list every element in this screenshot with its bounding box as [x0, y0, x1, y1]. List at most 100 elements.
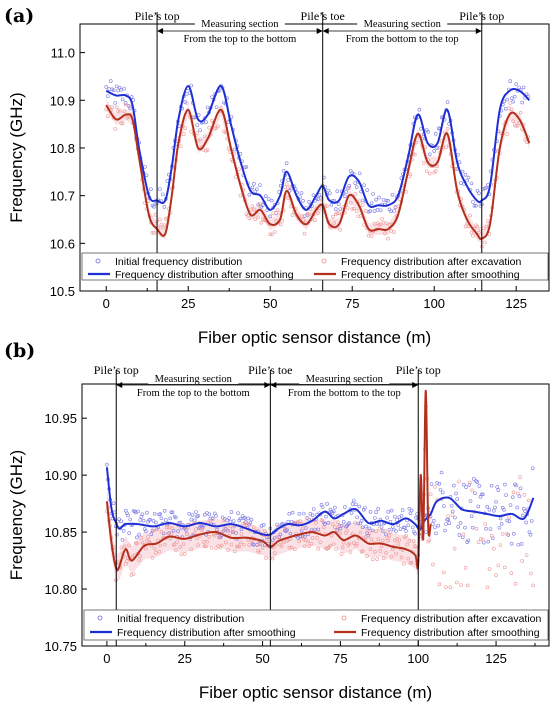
section-title-bg: [299, 372, 390, 384]
initial-point: [410, 525, 415, 530]
excavation-point: [226, 548, 230, 552]
initial-point: [463, 525, 467, 530]
initial-point: [495, 485, 499, 489]
initial-point: [362, 183, 366, 187]
excavation-point: [370, 557, 375, 562]
excavation-point: [274, 219, 278, 223]
excavation-point: [337, 524, 342, 529]
section-title: Measuring section: [306, 374, 384, 385]
initial-point: [194, 510, 198, 514]
initial-point: [297, 512, 302, 516]
excavation-point: [350, 207, 355, 211]
initial-point: [519, 542, 524, 546]
excavation-point: [513, 581, 518, 586]
initial-point: [433, 525, 437, 530]
initial-point: [426, 130, 431, 134]
initial-point: [104, 85, 109, 89]
initial-point: [458, 521, 463, 525]
excavation-smoothed-line: [105, 389, 432, 572]
excavation-point: [368, 547, 373, 552]
excavation-point: [114, 105, 119, 110]
excavation-point: [471, 233, 475, 238]
initial-point: [516, 542, 521, 547]
excavation-point: [216, 124, 220, 129]
initial-point: [351, 498, 356, 503]
initial-point: [386, 199, 390, 203]
initial-point: [477, 484, 482, 488]
initial-point: [505, 97, 510, 102]
excavation-point: [459, 583, 464, 587]
excavation-point: [201, 540, 206, 544]
excavation-point: [356, 214, 360, 219]
excavation-point: [494, 573, 498, 577]
y-tick-label: 10.7: [50, 189, 75, 204]
legend-marker: [95, 258, 101, 264]
initial-point: [145, 510, 149, 515]
initial-point: [129, 95, 134, 99]
excavation-point: [278, 222, 283, 227]
initial-point: [324, 514, 328, 519]
excavation-point: [411, 539, 416, 543]
initial-point: [128, 106, 132, 111]
excavation-point: [387, 533, 392, 538]
excavation-point: [479, 537, 483, 541]
excavation-point: [158, 543, 163, 548]
initial-point: [288, 531, 293, 536]
initial-point: [378, 208, 383, 213]
excavation-point: [198, 137, 202, 142]
initial-point: [433, 131, 438, 136]
excavation-point: [301, 218, 305, 223]
arrow-head: [475, 28, 482, 34]
excavation-point: [245, 523, 249, 527]
excavation-point: [405, 542, 409, 547]
excavation-point: [166, 531, 170, 536]
excavation-point: [353, 520, 357, 525]
initial-point: [290, 510, 295, 515]
initial-point: [359, 519, 364, 523]
excavation-point: [205, 148, 210, 152]
initial-point: [360, 198, 365, 203]
section-title-bg: [357, 17, 448, 29]
excavation-point: [328, 543, 333, 548]
initial-point: [377, 521, 382, 526]
excavation-point: [120, 121, 125, 126]
excavation-point: [117, 108, 122, 113]
initial-point: [149, 187, 153, 192]
excavation-point: [250, 204, 255, 209]
initial-point: [369, 201, 374, 206]
initial-point: [195, 123, 199, 127]
excavation-point: [209, 545, 214, 550]
excavation-point: [353, 192, 357, 196]
excavation-point: [205, 539, 209, 544]
excavation-point: [433, 169, 438, 173]
initial-point: [523, 509, 527, 513]
excavation-point: [170, 526, 175, 531]
initial-point: [504, 493, 508, 497]
excavation-point: [200, 526, 205, 531]
excavation-point: [509, 571, 514, 575]
legend-label: Frequency distribution after excavation: [341, 256, 522, 268]
excavation-point: [212, 533, 217, 538]
initial-point: [255, 187, 259, 192]
excavation-point: [146, 535, 150, 539]
initial-point: [236, 511, 240, 516]
excavation-point: [214, 546, 218, 550]
initial-point: [367, 526, 372, 531]
initial-point: [413, 531, 417, 536]
excavation-point: [273, 551, 277, 556]
excavation-point: [350, 531, 355, 536]
initial-point: [342, 194, 347, 199]
initial-point: [409, 508, 414, 513]
excavation-point: [150, 230, 155, 235]
excavation-point: [257, 201, 262, 206]
excavation-point: [174, 548, 178, 552]
initial-point: [329, 202, 334, 207]
excavation-point: [179, 552, 184, 557]
excavation-point: [139, 536, 144, 540]
excavation-point: [182, 552, 187, 556]
excavation-point: [293, 547, 297, 552]
initial-point: [207, 512, 212, 517]
scatter-layer: [105, 389, 535, 590]
legend-marker: [321, 258, 327, 264]
initial-point: [349, 511, 354, 515]
